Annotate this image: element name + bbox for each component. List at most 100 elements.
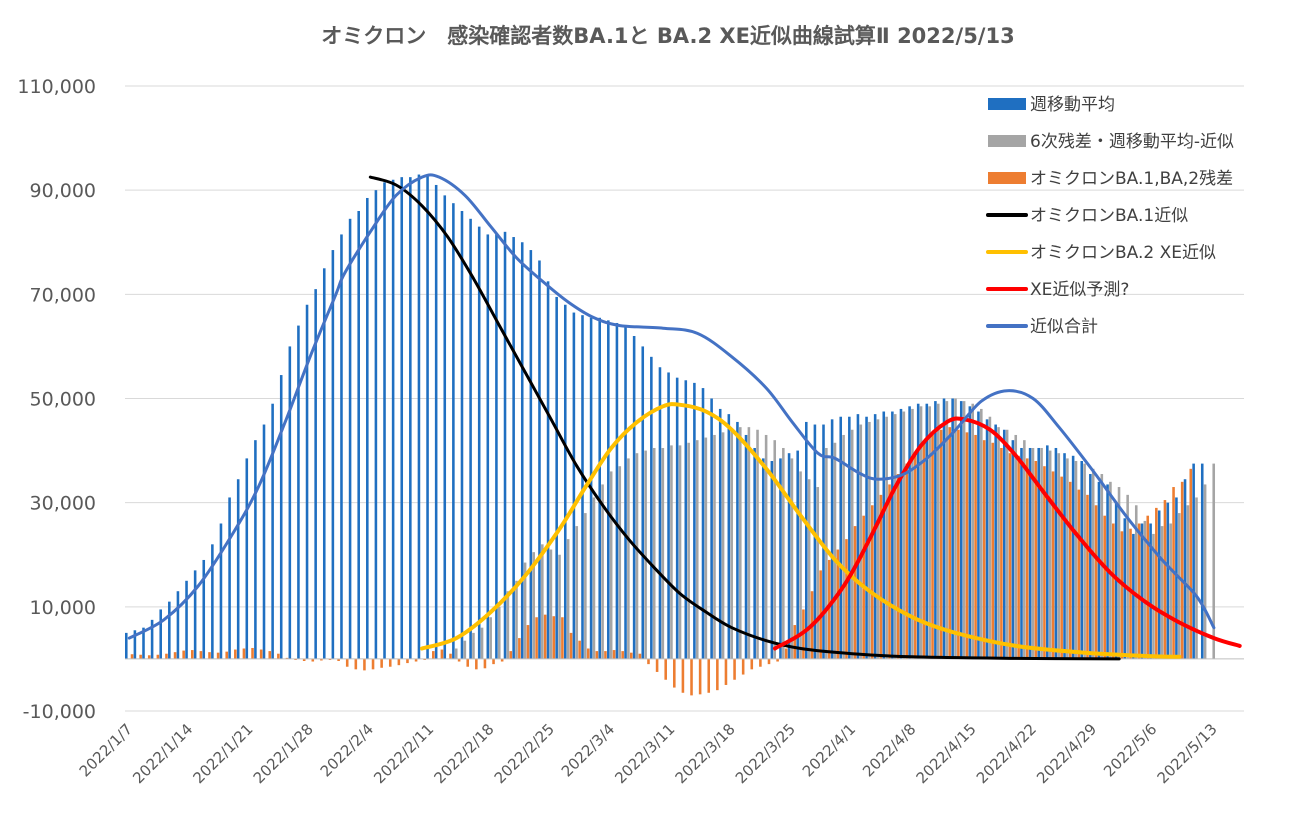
bar-ba_residual — [716, 658, 719, 691]
bar-ba_residual — [466, 658, 470, 667]
bar-weekly_avg — [417, 174, 421, 659]
bar-ba_residual — [1137, 523, 1141, 659]
bar-ba_residual — [216, 652, 220, 659]
bar-residual6 — [876, 419, 880, 659]
bar-weekly_avg — [279, 375, 283, 659]
bar-weekly_avg — [546, 281, 550, 659]
bar-residual6 — [893, 414, 897, 659]
legend-label: 週移動平均 — [1030, 95, 1115, 115]
y-tick-label: 50,000 — [30, 389, 96, 411]
bar-ba_residual — [259, 649, 263, 659]
bar-ba_residual — [827, 559, 831, 659]
bar-ba_residual — [440, 649, 444, 659]
bar-ba_residual — [208, 652, 211, 659]
bar-ba_residual — [1163, 500, 1167, 659]
bar-weekly_avg — [684, 380, 688, 659]
bar-weekly_avg — [443, 195, 447, 659]
line-ba2_fit — [420, 402, 1182, 659]
bar-weekly_avg — [563, 304, 567, 659]
bar-residual6 — [885, 416, 888, 659]
x-tick-label: 2022/4/29 — [1033, 720, 1100, 787]
bar-residual6 — [1117, 487, 1121, 659]
bar-ba_residual — [698, 658, 702, 695]
bar-ba_residual — [655, 658, 659, 672]
bar-residual6 — [825, 447, 828, 659]
bar-weekly_avg — [1020, 447, 1023, 659]
bar-weekly_avg — [176, 591, 180, 659]
bar-residual6 — [1014, 434, 1018, 659]
bar-weekly_avg — [391, 179, 395, 659]
bar-ba_residual — [896, 474, 900, 659]
x-tick-label: 2022/3/4 — [558, 720, 618, 780]
legend-label: 6次残差・週移動平均-近似 — [1030, 132, 1234, 152]
bar-ba_residual — [948, 427, 952, 659]
bar-ba_residual — [165, 653, 168, 659]
bar-ba_residual — [914, 453, 917, 659]
bar-residual6 — [971, 403, 974, 659]
bar-weekly_avg — [1183, 479, 1187, 659]
bar-ba_residual — [406, 658, 409, 664]
bar-weekly_avg — [710, 398, 713, 659]
bar-residual6 — [454, 648, 458, 659]
bar-ba_residual — [569, 632, 573, 659]
legend-swatch — [988, 98, 1026, 110]
bar-ba_residual — [1086, 494, 1089, 659]
bar-weekly_avg — [942, 398, 946, 659]
bar-weekly_avg — [934, 401, 937, 659]
bar-residual6 — [670, 445, 673, 659]
bar-residual6 — [997, 427, 1000, 659]
bar-residual6 — [644, 450, 647, 659]
bar-weekly_avg — [632, 336, 636, 659]
bar-weekly_avg — [202, 559, 206, 659]
bar-ba_residual — [957, 429, 960, 659]
bar-ba_residual — [664, 658, 667, 680]
bar-weekly_avg — [770, 461, 774, 659]
bar-weekly_avg — [512, 237, 515, 659]
bar-ba_residual — [414, 658, 418, 662]
bar-ba_residual — [673, 658, 676, 688]
bar-weekly_avg — [469, 218, 472, 659]
x-tick-label: 2022/5/13 — [1154, 720, 1221, 787]
bar-residual6 — [661, 447, 665, 659]
bar-ba_residual — [251, 647, 254, 659]
bar-ba_residual — [147, 655, 151, 659]
bar-weekly_avg — [736, 421, 739, 659]
bar-residual6 — [919, 406, 923, 659]
bar-ba_residual — [130, 654, 134, 659]
bar-ba_residual — [552, 616, 556, 659]
bar-weekly_avg — [1002, 429, 1006, 659]
bar-weekly_avg — [1200, 463, 1204, 659]
bar-residual6 — [584, 513, 587, 659]
bar-ba_residual — [604, 651, 607, 659]
bar-weekly_avg — [211, 544, 214, 659]
bar-ba_residual — [388, 658, 392, 667]
bar-ba_residual — [647, 658, 650, 665]
bar-ba_residual — [965, 432, 969, 659]
bar-ba_residual — [888, 484, 891, 659]
bar-weekly_avg — [262, 424, 266, 659]
x-tick-label: 2022/1/21 — [190, 720, 257, 787]
bar-residual6 — [1074, 461, 1078, 659]
bar-ba_residual — [733, 658, 736, 680]
bar-residual6 — [730, 429, 733, 659]
bar-weekly_avg — [761, 458, 765, 659]
bar-weekly_avg — [753, 447, 756, 659]
bar-residual6 — [902, 411, 906, 659]
bar-residual6 — [541, 544, 544, 659]
bar-weekly_avg — [839, 416, 843, 659]
legend-label: XE近似予測? — [1030, 280, 1129, 300]
chart-title: オミクロン 感染確認者数BA.1と BA.2 XE近似曲線試算Ⅱ 2022/5/… — [321, 24, 1014, 48]
bar-weekly_avg — [822, 424, 825, 659]
bar-weekly_avg — [340, 234, 343, 659]
bar-ba_residual — [285, 657, 289, 659]
x-tick-label: 2022/2/11 — [370, 720, 437, 787]
x-tick-label: 2022/3/18 — [672, 720, 739, 787]
bar-ba_residual — [311, 658, 315, 662]
legend-label: オミクロンBA.1,BA,2残差 — [1030, 169, 1233, 189]
y-axis: -10,000 10,000 30,000 50,000 70,000 90,000 110… — [17, 76, 96, 723]
bar-weekly_avg — [503, 231, 507, 659]
bar-weekly_avg — [1192, 463, 1195, 659]
bar-weekly_avg — [1011, 440, 1015, 659]
bar-ba_residual — [1146, 515, 1150, 659]
